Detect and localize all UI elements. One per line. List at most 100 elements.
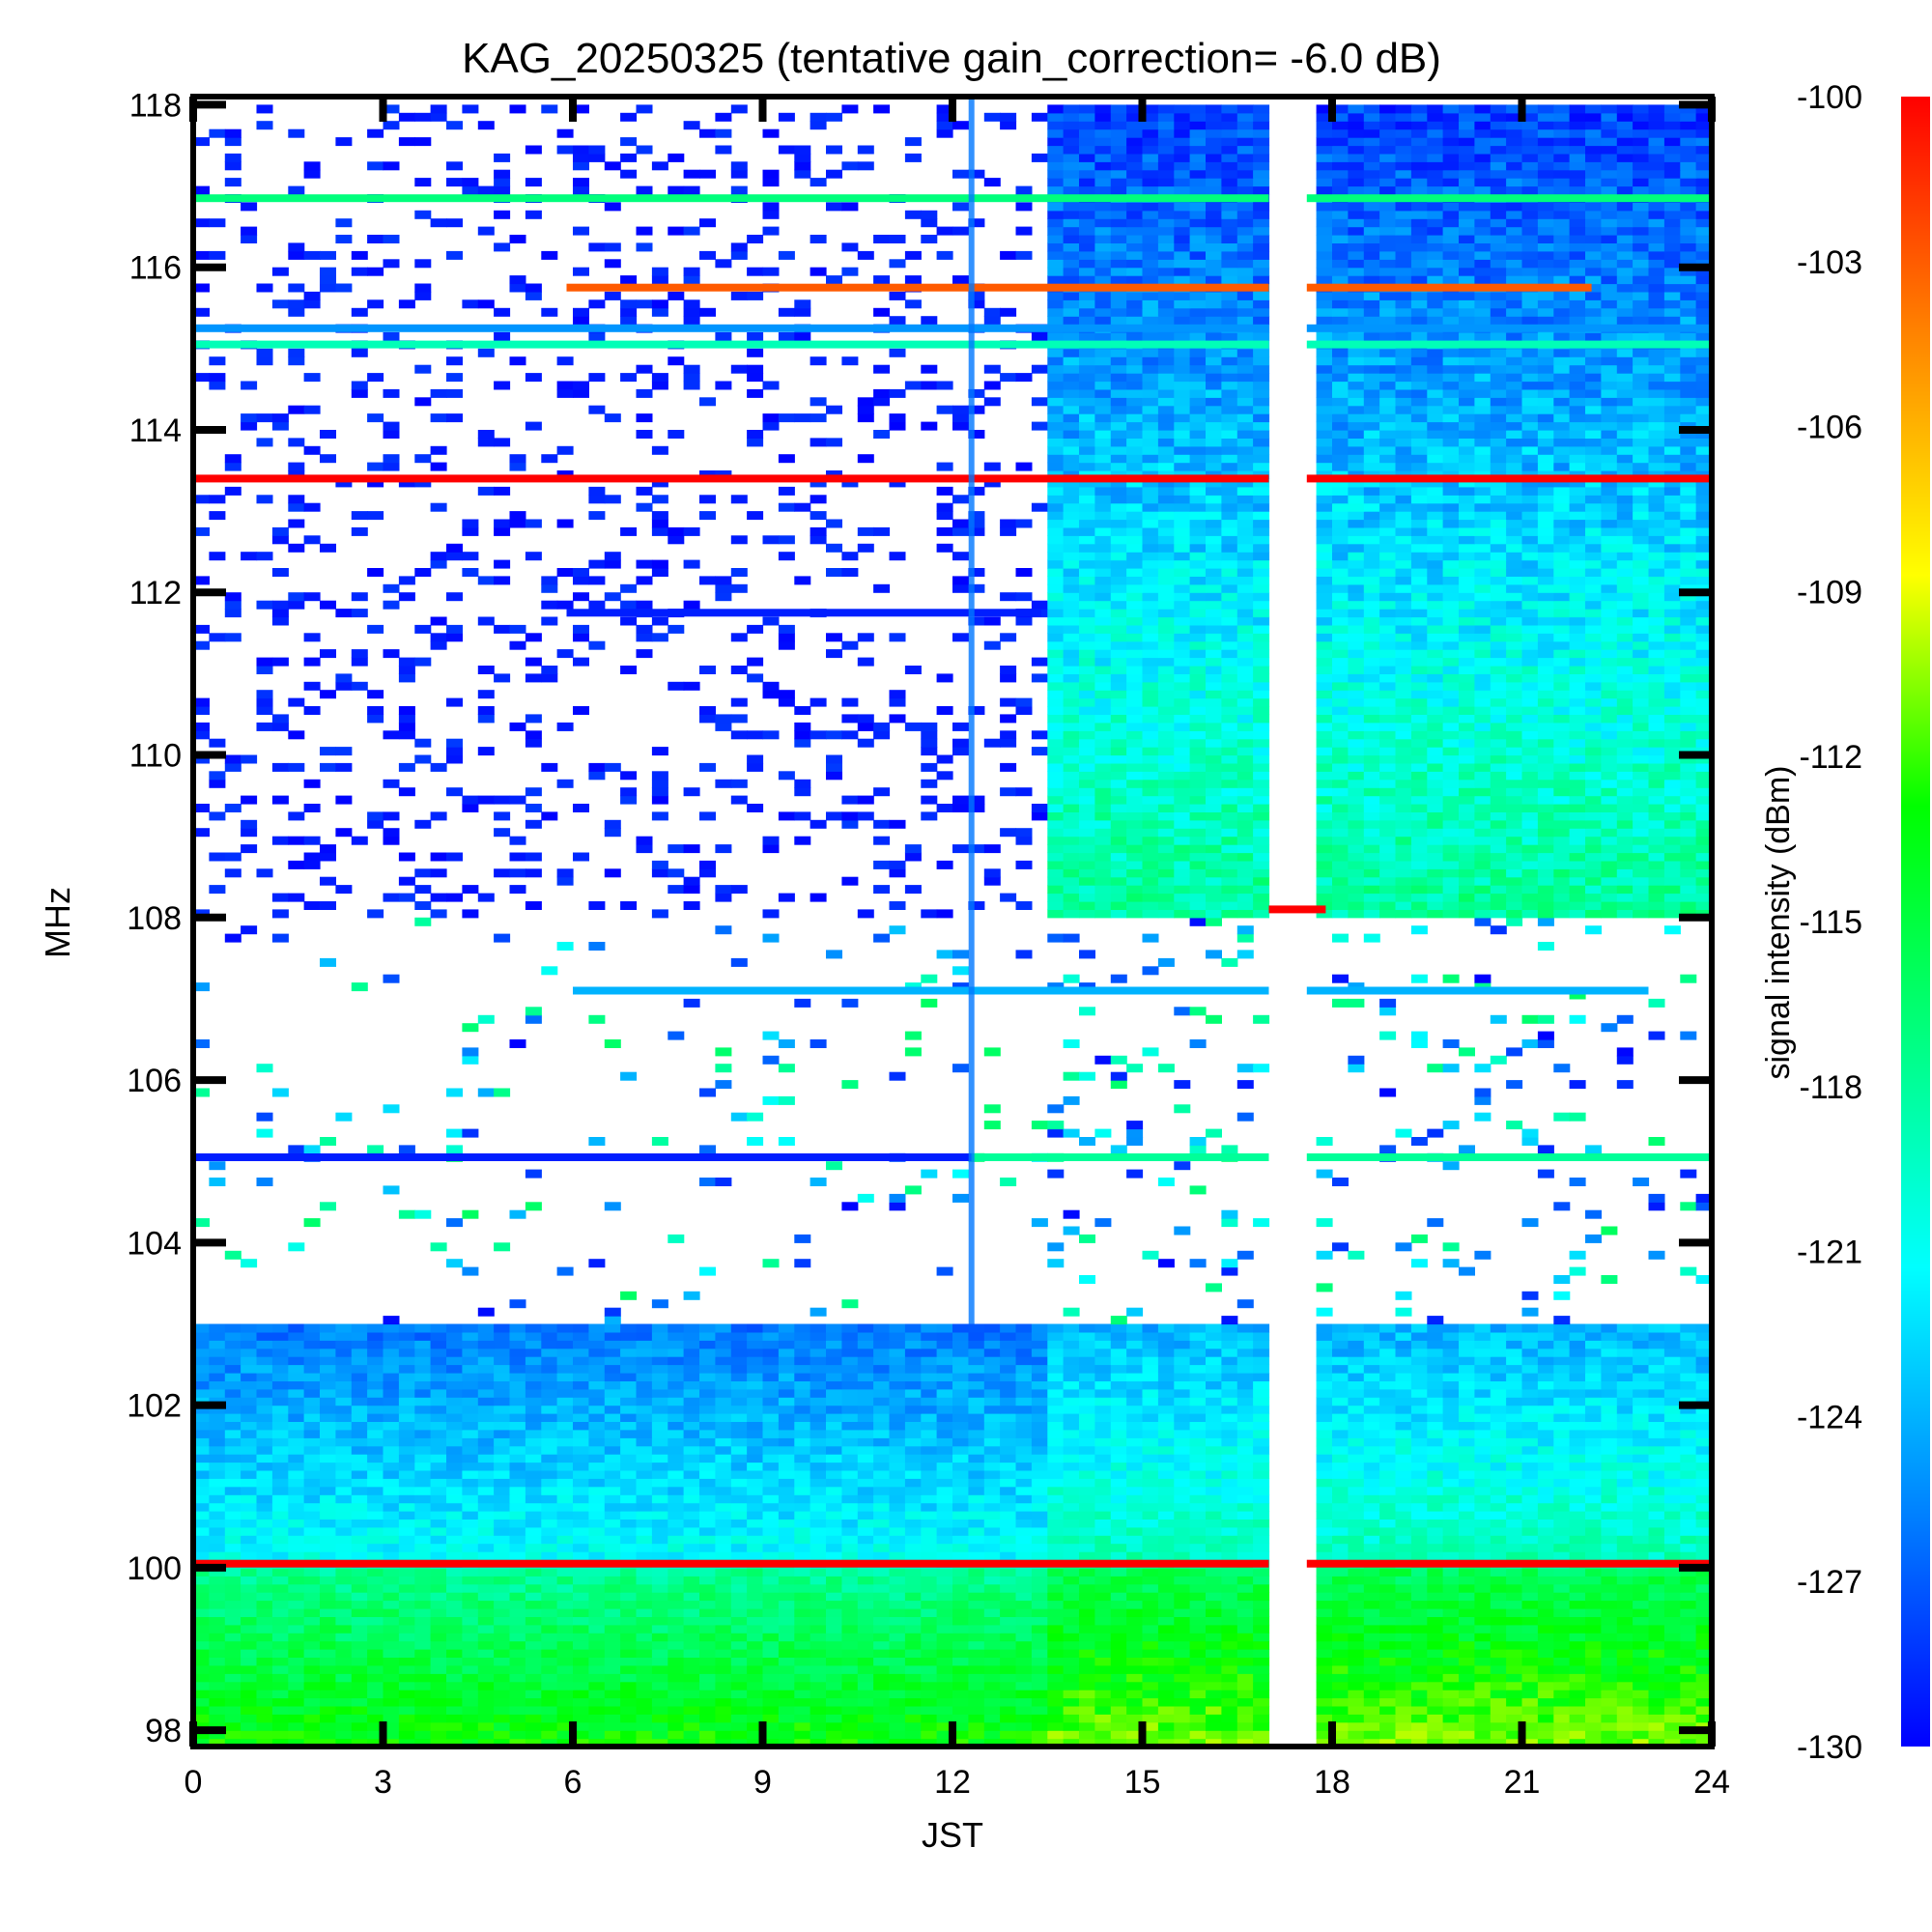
heatmap-cell — [1015, 1583, 1033, 1593]
heatmap-cell — [826, 1616, 842, 1626]
heatmap-cell — [857, 1576, 874, 1585]
heatmap-cell — [1537, 1583, 1554, 1593]
heatmap-cell — [1537, 1429, 1554, 1438]
heatmap-cell — [1206, 1657, 1222, 1666]
heatmap-cell — [241, 1738, 258, 1747]
heatmap-cell — [1569, 1730, 1586, 1740]
heatmap-cell — [1616, 1583, 1634, 1593]
heatmap-cell — [747, 1469, 764, 1479]
heatmap-cell — [1648, 1714, 1665, 1723]
heatmap-cell — [889, 1567, 906, 1577]
heatmap-cell — [335, 1721, 353, 1731]
heatmap-cell — [1363, 1519, 1380, 1528]
heatmap-cell — [668, 1551, 685, 1561]
heatmap-cell — [1680, 1624, 1697, 1634]
heatmap-cell — [889, 1738, 906, 1747]
heatmap-cell — [556, 1348, 574, 1357]
heatmap-cell — [1063, 1502, 1080, 1512]
heatmap-cell — [573, 1340, 589, 1350]
heatmap-cell — [857, 1397, 874, 1406]
heatmap-cell — [747, 1454, 764, 1463]
heatmap-cell — [968, 1502, 985, 1512]
heatmap-cell — [1459, 1697, 1475, 1707]
heatmap-cell — [1174, 1721, 1191, 1731]
heatmap-cell — [1474, 1721, 1492, 1731]
heatmap-cell — [241, 1405, 258, 1414]
heatmap-cell — [794, 1469, 811, 1479]
heatmap-cell — [1633, 1331, 1650, 1341]
heatmap-cell — [1015, 1502, 1033, 1512]
heatmap-cell — [1348, 1373, 1365, 1381]
heatmap-cell — [889, 1705, 906, 1715]
heatmap-cell — [636, 1649, 653, 1658]
heatmap-cell — [983, 1526, 1001, 1536]
heatmap-cell — [1094, 1567, 1112, 1577]
heatmap-cell — [936, 1405, 953, 1414]
heatmap-cell — [588, 1137, 606, 1146]
heatmap-cell — [414, 1526, 432, 1536]
heatmap-cell — [730, 1502, 748, 1512]
heatmap-cell — [952, 1502, 969, 1512]
heatmap-cell — [983, 1348, 1001, 1357]
heatmap-cell — [1031, 1551, 1048, 1561]
heatmap-cell — [857, 1714, 874, 1723]
heatmap-cell — [715, 1348, 732, 1357]
heatmap-cell — [1490, 1478, 1507, 1488]
heatmap-cell — [351, 1364, 368, 1374]
heatmap-cell — [351, 1462, 368, 1471]
heatmap-cell — [209, 1608, 226, 1617]
heatmap-cell — [303, 1323, 321, 1333]
heatmap-cell — [1442, 1633, 1460, 1642]
heatmap-cell — [730, 1413, 748, 1422]
heatmap-cell — [730, 1429, 748, 1438]
heatmap-cell — [494, 1673, 511, 1683]
heatmap-cell — [1221, 1690, 1238, 1699]
heatmap-cell — [1015, 1437, 1033, 1447]
heatmap-cell — [398, 1551, 415, 1561]
heatmap-cell — [1521, 1437, 1539, 1447]
heatmap-cell — [841, 1592, 859, 1602]
heatmap-cell — [889, 1624, 906, 1634]
heatmap-cell — [1015, 1323, 1033, 1333]
heatmap-cell — [1110, 1649, 1127, 1658]
heatmap-cell — [1363, 1429, 1380, 1438]
heatmap-cell — [1427, 1567, 1444, 1577]
heatmap-cell — [1695, 1494, 1712, 1504]
heatmap-cell — [1680, 1445, 1697, 1455]
heatmap-cell — [1157, 1714, 1175, 1723]
heatmap-cell — [1601, 1348, 1618, 1357]
heatmap-cell — [1633, 1340, 1650, 1350]
heatmap-cell — [604, 1388, 621, 1398]
heatmap-cell — [1395, 1681, 1412, 1690]
heatmap-cell — [1063, 1226, 1080, 1236]
heatmap-cell — [556, 1730, 574, 1740]
heatmap-cell — [1332, 1543, 1349, 1552]
heatmap-cell — [525, 1469, 542, 1479]
heatmap-cell — [1601, 1567, 1618, 1577]
heatmap-cell — [620, 1486, 638, 1495]
heatmap-cell — [952, 1721, 969, 1731]
heatmap-cell — [747, 1356, 764, 1366]
heatmap-cell — [1663, 1429, 1681, 1438]
heatmap-cell — [683, 1445, 700, 1455]
heatmap-cell — [762, 1730, 780, 1740]
heatmap-cell — [604, 1633, 621, 1642]
heatmap-cell — [952, 1592, 969, 1602]
heatmap-cell — [1236, 1250, 1254, 1260]
heatmap-cell — [271, 1624, 289, 1634]
heatmap-cell — [1379, 1380, 1397, 1390]
heatmap-cell — [1316, 1486, 1333, 1495]
heatmap-cell — [1601, 1331, 1618, 1341]
heatmap-cell — [1410, 1421, 1428, 1431]
heatmap-cell — [921, 1169, 938, 1179]
heatmap-cell — [651, 1511, 668, 1520]
heatmap-cell — [588, 1551, 606, 1561]
heatmap-cell — [1063, 1486, 1080, 1495]
heatmap-cell — [1332, 1649, 1349, 1658]
heatmap-cell — [873, 1437, 891, 1447]
heatmap-cell — [320, 1486, 336, 1495]
heatmap-cell — [1332, 1535, 1349, 1545]
heatmap-cell — [1616, 1421, 1634, 1431]
heatmap-cell — [1537, 1388, 1554, 1398]
heatmap-cell — [1680, 1494, 1697, 1504]
